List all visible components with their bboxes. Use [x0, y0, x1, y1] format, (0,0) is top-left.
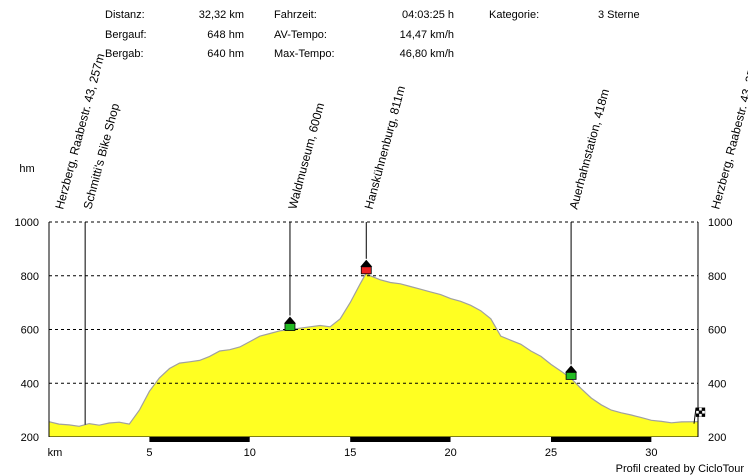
- waypoint-label: Auerhahnstation, 418m: [566, 87, 612, 210]
- x-tick-label: 25: [545, 447, 557, 459]
- finish-flag-square: [698, 407, 703, 411]
- x-tick-label: 15: [344, 447, 356, 459]
- x-axis-label: km: [48, 447, 63, 459]
- waypoint-label: Herzberg, Raabestr. 43, 257m: [708, 52, 748, 211]
- y-tick-label-left: 1000: [15, 217, 39, 229]
- finish-flag-square: [698, 413, 703, 417]
- finish-flag-square: [695, 410, 700, 414]
- stat-descent-label: Bergab:: [105, 48, 144, 60]
- waypoint-label: Waldmuseum, 600m: [285, 101, 327, 210]
- elevation-area: [49, 272, 698, 437]
- y-axis-label: hm: [19, 163, 34, 175]
- finish-flag-square: [701, 410, 706, 414]
- x-tick-label: 10: [244, 447, 256, 459]
- waypoint-label: Hanskühnenburg, 811m: [362, 84, 408, 210]
- x-tick-label: 30: [645, 447, 657, 459]
- stat-category-value: 3 Sterne: [598, 9, 640, 21]
- x-tick-label: 20: [444, 447, 456, 459]
- waypoint-marker-red: [360, 266, 372, 275]
- y-tick-label-left: 600: [21, 325, 39, 337]
- x-scale-segment: [149, 437, 250, 442]
- waypoint-marker-roof: [565, 365, 578, 373]
- finish-flag-pole: [693, 407, 697, 424]
- y-tick-label-left: 800: [21, 271, 39, 283]
- x-scale-segment: [450, 437, 552, 442]
- stat-ridetime-value: 04:03:25 h: [402, 9, 454, 21]
- credit-text: Profil created by CicloTour: [615, 463, 744, 475]
- finish-flag-square: [698, 410, 703, 414]
- finish-flag-square: [701, 407, 706, 411]
- stat-maxspeed-value: 46,80 km/h: [399, 48, 454, 60]
- waypoint-marker-roof: [360, 259, 373, 267]
- y-tick-label-right: 200: [708, 432, 726, 444]
- stat-distance-value: 32,32 km: [198, 9, 244, 21]
- elevation-line: [48, 271, 699, 427]
- finish-flag-square: [695, 407, 700, 411]
- y-tick-label-right: 400: [708, 378, 726, 390]
- stat-ascent-value: 648 hm: [207, 29, 244, 41]
- y-tick-label-right: 1000: [708, 217, 732, 229]
- stat-ascent-label: Bergauf:: [105, 29, 147, 41]
- finish-flag-square: [701, 413, 706, 417]
- x-scale-segment: [551, 437, 652, 442]
- y-tick-label-left: 400: [21, 378, 39, 390]
- waypoint-marker-roof: [283, 316, 296, 324]
- stat-maxspeed-label: Max-Tempo:: [274, 48, 335, 60]
- x-tick-label: 5: [146, 447, 152, 459]
- stat-avgspeed-label: AV-Tempo:: [274, 29, 327, 41]
- stat-category-label: Kategorie:: [489, 9, 540, 21]
- y-tick-label-left: 200: [21, 432, 39, 444]
- stat-descent-value: 640 hm: [207, 48, 244, 60]
- finish-flag-square: [695, 413, 700, 417]
- x-scale-segment: [49, 437, 150, 442]
- y-tick-label-right: 600: [708, 325, 726, 337]
- waypoint-marker-green: [284, 323, 296, 331]
- stat-ridetime-label: Fahrzeit:: [274, 9, 317, 21]
- x-scale-segment: [249, 437, 351, 442]
- x-scale-segment: [350, 437, 451, 442]
- stat-distance-label: Distanz:: [105, 9, 145, 21]
- stat-avgspeed-value: 14,47 km/h: [399, 29, 454, 41]
- waypoint-marker-green: [565, 372, 577, 380]
- y-tick-label-right: 800: [708, 271, 726, 283]
- x-scale-segment: [651, 437, 698, 442]
